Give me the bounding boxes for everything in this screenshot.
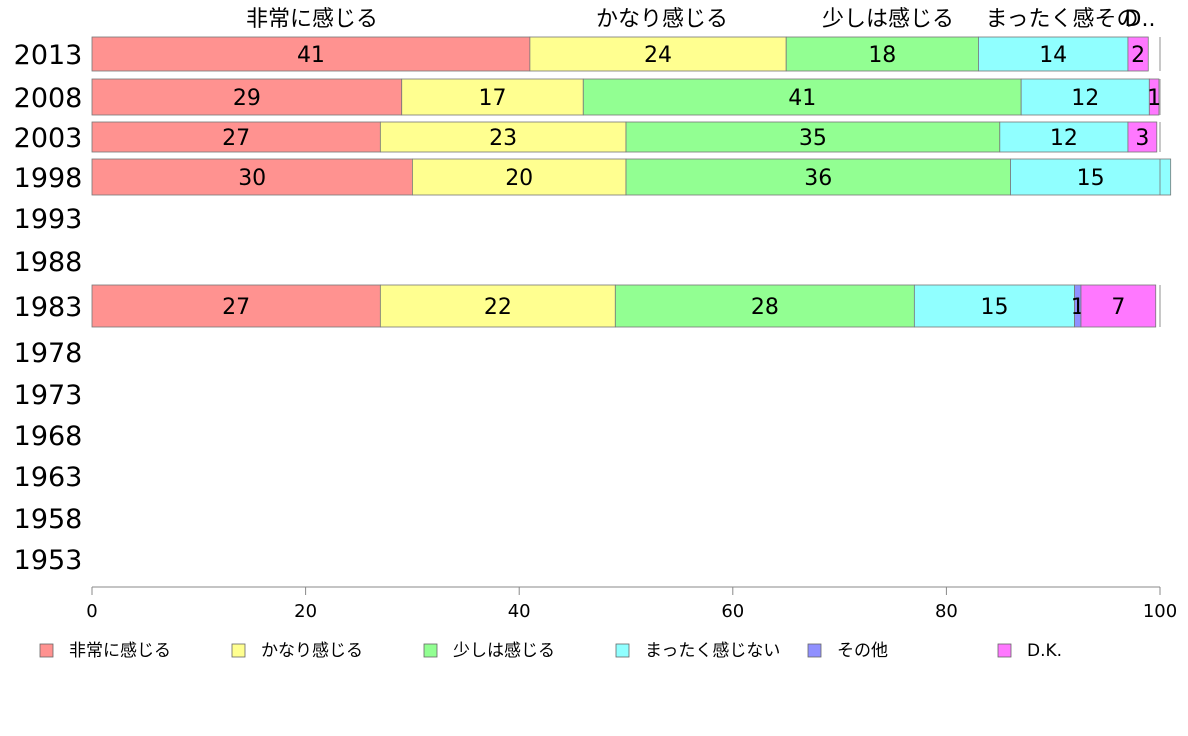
bar-label-1983-0: 27 (222, 295, 250, 320)
legend-label-0: 非常に感じる (69, 641, 171, 661)
year-label-2003: 2003 (14, 123, 83, 154)
bar-label-2003-3: 12 (1050, 126, 1078, 151)
legend-swatch-2 (423, 643, 438, 658)
bar-1983-5 (1080, 284, 1157, 328)
bar-label-2013-0: 41 (297, 43, 325, 68)
legend-label-5: D.K. (1027, 641, 1062, 661)
bar-2008-0 (91, 78, 403, 116)
x-axis: 0 20 40 60 80 100 (86, 586, 1177, 622)
bar-label-1998-2: 36 (804, 166, 832, 191)
year-label-1993: 1993 (14, 204, 83, 235)
bar-1998-1 (411, 158, 627, 196)
x-tick-label-100: 100 (1143, 601, 1177, 622)
bar-label-2003-5: 3 (1135, 126, 1149, 151)
year-label-1953: 1953 (14, 545, 83, 576)
top-label-4: D.. (1125, 7, 1156, 32)
legend-label-3: まったく感じない (645, 641, 780, 661)
bar-2013-0 (91, 36, 531, 72)
bar-label-2008-1: 17 (479, 86, 507, 111)
bar-1998-0 (91, 158, 413, 196)
legend-label-1: かなり感じる (261, 641, 363, 661)
bar-label-2008-0: 29 (233, 86, 261, 111)
bar-2008-5 (1148, 78, 1160, 116)
year-label-1963: 1963 (14, 462, 83, 493)
bar-label-2003-0: 27 (222, 126, 250, 151)
bar-1983-1 (379, 284, 616, 328)
legend-swatch-3 (615, 643, 630, 658)
legend-label-4: その他 (837, 641, 888, 661)
legend-swatch-4 (807, 643, 822, 658)
legend-swatch-1 (231, 643, 246, 658)
x-tick-label-0: 0 (86, 601, 97, 622)
bar-2013-2 (785, 36, 979, 72)
year-label-1968: 1968 (14, 421, 83, 452)
bar-1983-3 (913, 284, 1075, 328)
top-label-1: かなり感じる (596, 7, 728, 32)
legend: 非常に感じる かなり感じる 少しは感じる まったく感じない その他 D.K. (39, 641, 1062, 661)
x-tick-label-60: 60 (721, 601, 744, 622)
bar-label-2008-3: 12 (1071, 86, 1099, 111)
bar-2003-2 (625, 121, 1001, 153)
bar-1983-0 (91, 284, 381, 328)
x-tick-label-80: 80 (935, 601, 958, 622)
bar-1998-2 (625, 158, 1011, 196)
year-axis-labels: 2013 2008 2003 1998 1993 1988 1983 1978 1973 1968… (14, 40, 83, 576)
bar-2013-1 (529, 36, 787, 72)
bar-label-1983-2: 28 (751, 295, 779, 320)
bar-label-1983-3: 15 (980, 295, 1008, 320)
year-label-1973: 1973 (14, 380, 83, 411)
bar-1998-3 (1010, 158, 1172, 196)
year-label-2013: 2013 (14, 40, 83, 71)
top-label-2: 少しは感じる (822, 7, 954, 32)
legend-swatch-0 (39, 643, 54, 658)
bar-label-2008-5: 1 (1147, 86, 1161, 111)
bar-2013-5 (1127, 36, 1149, 72)
bar-label-2013-1: 24 (644, 43, 672, 68)
bars: 41 24 18 14 2 29 17 41 12 1 27 23 35 12 3 30 20 36 15 27 22 2… (91, 36, 1172, 328)
bar-label-1983-1: 22 (484, 295, 512, 320)
bar-2003-3 (999, 121, 1129, 153)
bar-1983-2 (614, 284, 915, 328)
top-label-0: 非常に感じる (246, 7, 378, 32)
bar-2003-1 (379, 121, 627, 153)
year-label-2008: 2008 (14, 83, 83, 114)
bar-label-2003-2: 35 (799, 126, 827, 151)
bar-label-2008-2: 41 (788, 86, 816, 111)
x-tick-label-40: 40 (508, 601, 531, 622)
bar-2008-1 (401, 78, 584, 116)
top-label-3: まったく感その (985, 7, 1138, 32)
year-label-1983: 1983 (14, 292, 83, 323)
bar-2003-5 (1127, 121, 1158, 153)
year-label-1988: 1988 (14, 247, 83, 278)
bar-label-1983-5: 7 (1111, 295, 1125, 320)
bar-label-2013-3: 14 (1039, 43, 1067, 68)
bar-label-1998-0: 30 (238, 166, 266, 191)
legend-swatch-5 (997, 643, 1012, 658)
year-label-1958: 1958 (14, 504, 83, 535)
bar-2013-3 (978, 36, 1129, 72)
bar-label-1998-1: 20 (505, 166, 533, 191)
year-label-1998: 1998 (14, 163, 83, 194)
legend-label-2: 少しは感じる (453, 641, 555, 661)
bar-label-2013-2: 18 (868, 43, 896, 68)
bar-label-1998-3: 15 (1077, 166, 1105, 191)
bar-label-2003-1: 23 (489, 126, 517, 151)
year-label-1978: 1978 (14, 338, 83, 369)
bar-label-2013-5: 2 (1131, 43, 1145, 68)
x-tick-label-20: 20 (294, 601, 317, 622)
